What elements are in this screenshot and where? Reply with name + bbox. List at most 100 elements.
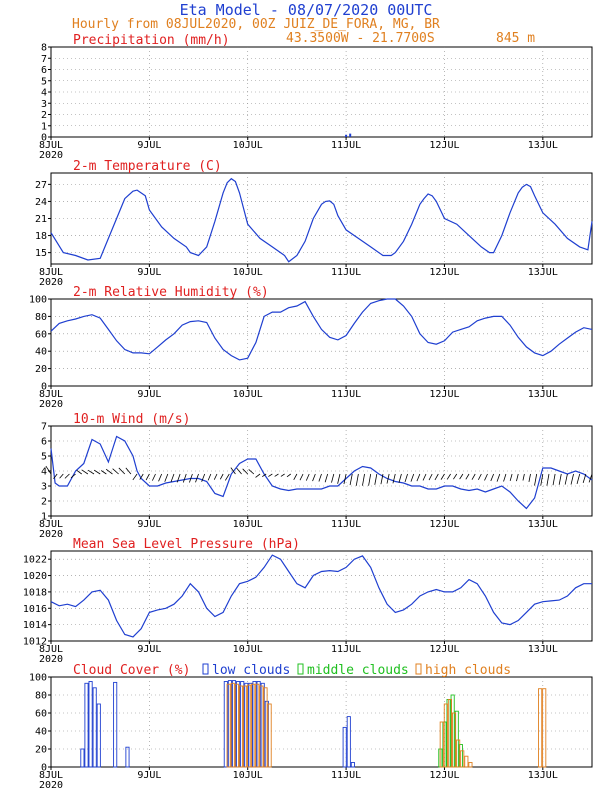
x-tick-label: 11JUL <box>331 519 361 530</box>
x-year-label: 2020 <box>39 277 63 288</box>
x-tick-label: 13JUL <box>528 140 558 151</box>
y-tick-label: 20 <box>35 364 47 375</box>
y-tick-label: 5 <box>41 76 47 87</box>
wind-barb <box>176 473 181 483</box>
wind-barb <box>546 473 550 486</box>
wind-barb <box>230 467 236 475</box>
wind-barb <box>158 473 163 482</box>
wind-barb <box>343 473 347 485</box>
x-tick-label: 12JUL <box>429 389 459 400</box>
panel-frame <box>50 425 593 517</box>
wind-barb <box>440 473 445 480</box>
wind-barb <box>195 473 199 483</box>
panel-title: 10-m Wind (m/s) <box>73 412 190 427</box>
y-tick-label: 3 <box>41 99 47 110</box>
y-tick-label: 2 <box>41 110 47 121</box>
y-tick-label: 100 <box>29 673 47 684</box>
panel-frame <box>50 550 593 642</box>
y-tick-label: 40 <box>35 347 47 358</box>
wind-barb <box>262 473 267 478</box>
y-tick-label: 1014 <box>23 620 47 631</box>
y-tick-label: 60 <box>35 709 47 720</box>
y-tick-label: 4 <box>41 88 47 99</box>
wind-barb <box>459 473 464 480</box>
x-tick-label: 9JUL <box>137 140 161 151</box>
wind-barb <box>503 473 507 482</box>
wind-barb <box>582 473 587 483</box>
cloud-bar <box>447 699 453 768</box>
wind-barb <box>100 470 107 475</box>
wind-barb <box>312 473 316 482</box>
wind-barb <box>189 473 193 483</box>
cloud-bar <box>460 750 465 768</box>
wind-barb <box>422 473 427 481</box>
wind-barb <box>540 473 544 486</box>
y-tick-label: 100 <box>29 295 47 306</box>
x-tick-label: 9JUL <box>137 519 161 530</box>
wind-barb <box>324 473 329 483</box>
cloud-bar <box>350 762 355 768</box>
panel-3: 1 2 3 4 5 6 7 8JUL 9JUL 10JUL 11JUL 12JUL 13JUL 2020 1… <box>39 412 593 540</box>
wind-barb <box>305 473 310 481</box>
cloud-bar <box>259 685 264 768</box>
wind-barb <box>112 468 119 475</box>
x-tick-label: 13JUL <box>528 519 558 530</box>
wind-barb <box>207 473 212 481</box>
x-tick-label: 10JUL <box>233 770 263 781</box>
wind-barb <box>428 473 433 481</box>
wind-barb <box>139 473 144 480</box>
cloud-bar <box>342 726 347 768</box>
wind-barb <box>125 467 132 475</box>
wind-barb <box>558 473 562 485</box>
x-tick-label: 9JUL <box>137 644 161 655</box>
y-tick-label: 1018 <box>23 587 47 598</box>
x-tick-label: 9JUL <box>137 389 161 400</box>
wind-barb <box>398 473 402 483</box>
legend-swatch <box>415 663 422 675</box>
x-year-label: 2020 <box>39 529 63 540</box>
wind-barb <box>242 468 249 475</box>
cloud-bar <box>464 755 469 768</box>
cloud-bar <box>230 682 235 768</box>
wind-barb <box>446 473 451 480</box>
wind-barb <box>588 473 593 483</box>
y-tick-label: 21 <box>35 214 47 225</box>
y-tick-label: 0 <box>41 133 47 144</box>
wind-barb <box>374 473 378 485</box>
cloud-bar <box>538 688 543 768</box>
series-line <box>50 177 593 263</box>
y-tick-label: 27 <box>35 180 47 191</box>
x-tick-label: 11JUL <box>331 644 361 655</box>
wind-barb <box>59 473 64 479</box>
cloud-bar <box>443 703 448 768</box>
y-tick-label: 80 <box>35 312 47 323</box>
wind-barb <box>213 473 218 480</box>
legend-swatch <box>202 663 209 675</box>
y-tick-label: 4 <box>41 467 47 478</box>
wind-barb <box>268 473 273 477</box>
wind-barb <box>355 473 359 486</box>
series-line <box>50 554 592 638</box>
cloud-bar <box>125 746 130 768</box>
x-tick-label: 13JUL <box>528 267 558 278</box>
wind-barb <box>132 473 138 481</box>
panel-title: Mean Sea Level Pressure (hPa) <box>73 537 300 552</box>
y-tick-label: 60 <box>35 329 47 340</box>
wind-barb <box>516 473 519 482</box>
x-tick-label: 12JUL <box>429 644 459 655</box>
wind-barb <box>87 469 95 475</box>
cloud-bar <box>92 687 97 768</box>
cloud-bar <box>255 683 260 768</box>
wind-barb <box>453 473 458 480</box>
cloud-bar <box>226 683 231 768</box>
y-tick-label: 24 <box>35 197 47 208</box>
wind-barb <box>331 473 335 483</box>
x-tick-label: 12JUL <box>429 519 459 530</box>
panel-1: 15 18 21 24 27 8JUL 9JUL 10JUL 11JUL 12JUL 13JUL 20… <box>35 159 593 288</box>
x-tick-label: 9JUL <box>137 267 161 278</box>
x-tick-label: 11JUL <box>331 389 361 400</box>
series-line <box>50 435 593 510</box>
wind-barb <box>182 473 187 483</box>
panel-frame <box>50 46 593 138</box>
